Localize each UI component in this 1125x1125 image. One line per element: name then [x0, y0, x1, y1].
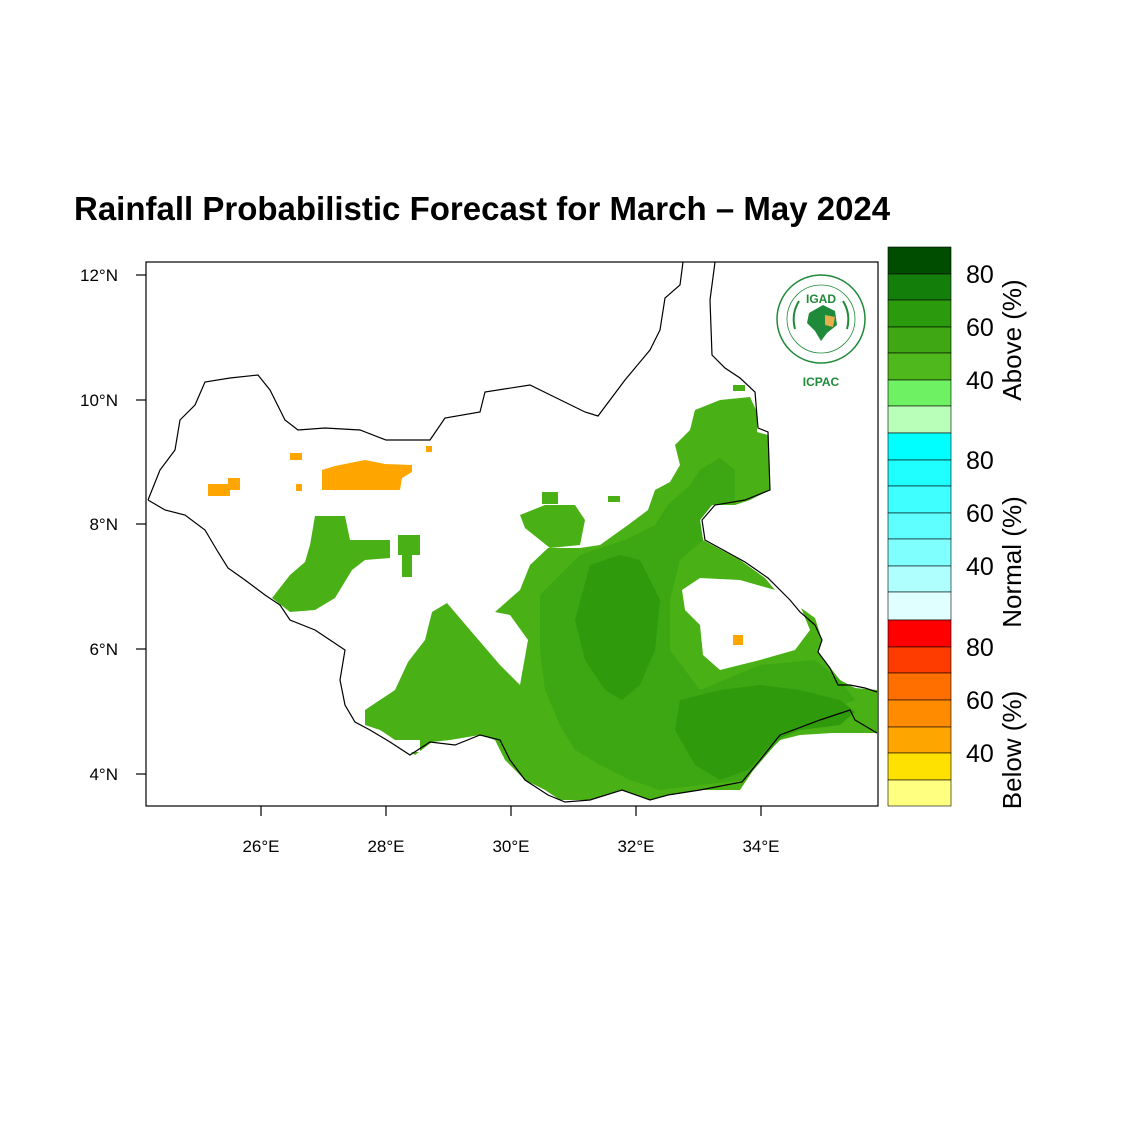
lat-axis — [136, 274, 146, 775]
africa-icon — [807, 305, 837, 341]
igad-region-icon — [825, 315, 835, 327]
logo-inner-ring — [786, 284, 856, 354]
above-patch — [402, 555, 412, 577]
lon-axis — [260, 806, 762, 816]
above-patch — [520, 505, 585, 548]
legend-above-label: 80 — [966, 261, 994, 289]
below-normal-region — [208, 446, 432, 496]
legend-swatch — [887, 299, 952, 328]
below-north-area — [322, 460, 412, 490]
legend-below — [887, 619, 952, 807]
legend-swatch — [887, 273, 952, 301]
no-signal-hole — [682, 578, 810, 670]
lat-tick-label: 6°N — [89, 640, 118, 659]
igad-icpac-logo: IGAD — [776, 274, 866, 364]
above-patch — [608, 496, 620, 502]
legend-swatch — [887, 485, 952, 514]
laurel-left-icon — [792, 300, 800, 330]
above-strong-area — [575, 555, 660, 700]
legend-below-label: 40 — [966, 740, 994, 768]
below-patch — [208, 484, 230, 496]
logo-igad-text: IGAD — [806, 292, 836, 306]
legend-swatch — [887, 646, 952, 674]
below-patch — [733, 635, 743, 645]
lat-tick-label: 8°N — [89, 515, 118, 534]
laurel-right-icon — [842, 300, 850, 330]
legend-swatch — [887, 699, 952, 728]
legend-swatch — [887, 779, 952, 807]
legend-normal-label: 40 — [966, 553, 994, 581]
below-patch — [290, 453, 302, 460]
map-frame — [145, 261, 879, 807]
above-patch — [542, 492, 558, 504]
legend-swatch — [887, 538, 952, 567]
legend-above-label: 40 — [966, 367, 994, 395]
legend-normal-label: 80 — [966, 447, 994, 475]
above-normal-region — [272, 385, 877, 800]
lon-tick-label: 26°E — [242, 837, 279, 856]
legend-swatch — [887, 565, 952, 593]
legend-swatch — [887, 246, 952, 275]
legend-below-title: Below (%) — [997, 691, 1027, 809]
legend-swatch — [887, 672, 952, 701]
legend-above-label: 60 — [966, 314, 994, 342]
legend-swatch — [887, 459, 952, 487]
lat-tick-label: 12°N — [80, 266, 118, 285]
legend-swatch — [887, 432, 952, 461]
below-patch — [296, 484, 302, 491]
legend-swatch — [887, 512, 952, 540]
lon-tick-label: 30°E — [492, 837, 529, 856]
logo-icpac-text: ICPAC — [803, 375, 840, 389]
legend-swatch — [887, 405, 952, 434]
legend-swatch — [887, 379, 952, 407]
map-title: Rainfall Probabilistic Forecast for Marc… — [74, 190, 891, 227]
legend-normal-title: Normal (%) — [997, 496, 1027, 627]
legend-swatch — [887, 726, 952, 754]
legend-swatch — [887, 352, 952, 381]
above-strong-area — [675, 685, 855, 780]
legend-below-label: 60 — [966, 687, 994, 715]
lat-tick-label: 4°N — [89, 765, 118, 784]
above-patch — [398, 535, 420, 555]
legend-swatch — [887, 752, 952, 781]
legend-swatch — [887, 619, 952, 648]
lat-tick-label: 10°N — [80, 391, 118, 410]
no-signal-hole — [395, 740, 420, 752]
legend-normal-label: 60 — [966, 500, 994, 528]
legend-above-title: Above (%) — [997, 279, 1027, 400]
legend-above — [887, 246, 952, 434]
legend-below-label: 80 — [966, 634, 994, 662]
legend-swatch — [887, 326, 952, 354]
lon-tick-label: 32°E — [617, 837, 654, 856]
country-border — [147, 261, 878, 803]
above-patch — [733, 385, 745, 391]
lon-tick-label: 28°E — [367, 837, 404, 856]
below-patch — [426, 446, 432, 452]
legend-swatch — [887, 591, 952, 621]
above-north-west-area — [272, 516, 390, 612]
lon-tick-label: 34°E — [742, 837, 779, 856]
below-patch — [228, 478, 240, 490]
legend-normal — [887, 432, 952, 621]
